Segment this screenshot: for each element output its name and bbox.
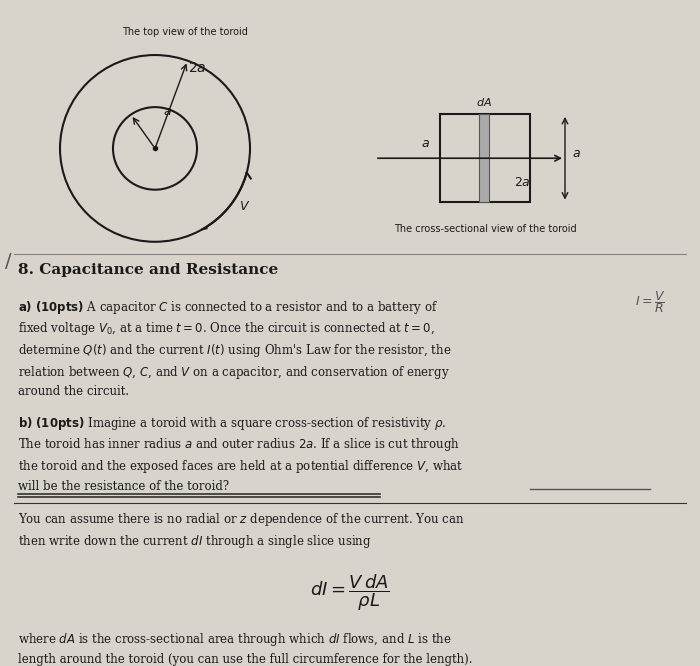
Text: $dI = \dfrac{V\,dA}{\rho L}$: $dI = \dfrac{V\,dA}{\rho L}$: [310, 572, 390, 613]
Text: $2a$: $2a$: [514, 176, 531, 189]
Bar: [479, 114, 489, 202]
Text: length around the toroid (you can use the full circumference for the length).: length around the toroid (you can use th…: [18, 653, 472, 665]
Text: 8. Capacitance and Resistance: 8. Capacitance and Resistance: [18, 263, 279, 277]
Text: fixed voltage $V_0$, at a time $t = 0$. Once the circuit is connected at $t = 0$: fixed voltage $V_0$, at a time $t = 0$. …: [18, 320, 435, 338]
Text: The toroid has inner radius $a$ and outer radius $2a$. If a slice is cut through: The toroid has inner radius $a$ and oute…: [18, 436, 460, 454]
Text: $a$: $a$: [162, 105, 172, 118]
Bar: [479, 114, 489, 202]
Text: /: /: [5, 252, 12, 270]
Text: You can assume there is no radial or $z$ dependence of the current. You can: You can assume there is no radial or $z$…: [18, 511, 465, 528]
Text: $\mathbf{a)}$ $\mathbf{(10pts)}$ A capacitor $C$ is connected to a resistor and : $\mathbf{a)}$ $\mathbf{(10pts)}$ A capac…: [18, 299, 438, 316]
Text: the toroid and the exposed faces are held at a potential difference $V$, what: the toroid and the exposed faces are hel…: [18, 458, 463, 475]
Text: determine $Q(t)$ and the current $I(t)$ using Ohm's Law for the resistor, the: determine $Q(t)$ and the current $I(t)$ …: [18, 342, 452, 359]
Text: $\mathbf{b)}$ $\mathbf{(10pts)}$ Imagine a toroid with a square cross-section of: $\mathbf{b)}$ $\mathbf{(10pts)}$ Imagine…: [18, 415, 447, 432]
Text: The cross-sectional view of the toroid: The cross-sectional view of the toroid: [393, 224, 576, 234]
Text: $a$: $a$: [572, 147, 581, 160]
Text: then write down the current $dI$ through a single slice using: then write down the current $dI$ through…: [18, 533, 372, 549]
Text: relation between $Q$, $C$, and $V$ on a capacitor, and conservation of energy: relation between $Q$, $C$, and $V$ on a …: [18, 364, 449, 381]
Text: The top view of the toroid: The top view of the toroid: [122, 27, 248, 37]
Text: around the circuit.: around the circuit.: [18, 385, 129, 398]
Text: will be the resistance of the toroid?: will be the resistance of the toroid?: [18, 480, 229, 493]
Text: $2a$: $2a$: [188, 61, 206, 75]
Text: $a$: $a$: [421, 137, 429, 151]
Text: $I = \dfrac{V}{R}$: $I = \dfrac{V}{R}$: [635, 289, 665, 315]
Text: $V$: $V$: [239, 200, 250, 213]
Text: where $dA$ is the cross-sectional area through which $dI$ flows, and $L$ is the: where $dA$ is the cross-sectional area t…: [18, 631, 452, 648]
Bar: [440, 114, 530, 202]
Text: $dA$: $dA$: [476, 96, 492, 108]
